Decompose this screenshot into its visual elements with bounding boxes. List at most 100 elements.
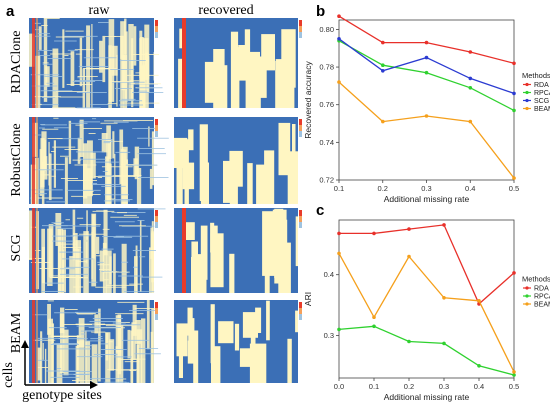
plot-area (338, 19, 515, 181)
heatmap-robustclone-raw (29, 117, 169, 204)
x-tick-label: 0.2 (404, 382, 414, 391)
column-title-recovered: recovered (198, 3, 253, 18)
heatmap-rdaclone-recovered (174, 18, 302, 109)
series-line-rpca (338, 325, 515, 376)
data-point-scg (381, 69, 385, 73)
sites-arrow-icon (90, 381, 98, 389)
data-point-rda (512, 271, 516, 275)
cells-axis-label: cells (1, 362, 16, 388)
data-point-rda (372, 231, 376, 236)
data-point-beam (512, 370, 516, 374)
panel-label-a: a (6, 3, 15, 20)
row-label-robustclone: RobustClone (9, 123, 24, 196)
y-tick-label: 0.4 (324, 270, 334, 279)
legend-label-rda: RDA (534, 82, 549, 89)
legend-marker (525, 294, 529, 298)
data-point-rpca (381, 63, 385, 67)
row-label-beam: BEAM (9, 312, 24, 353)
legend-marker (525, 106, 529, 111)
cells-arrow-icon (21, 340, 29, 348)
data-point-rda (424, 40, 429, 45)
data-point-scg (337, 37, 341, 41)
x-tick-label: 0.4 (474, 382, 484, 391)
data-point-rda (468, 50, 473, 54)
y-tick-label: 0.74 (319, 138, 334, 147)
y-tick-label: 0.72 (319, 176, 334, 185)
legend-marker (525, 82, 529, 87)
y-axis-label: ARI (303, 292, 313, 306)
x-tick-label: 0.0 (334, 382, 344, 391)
data-point-beam (442, 296, 446, 300)
panel-label-b: b (316, 3, 325, 20)
legend-label-scg: SCG (534, 98, 549, 105)
panel-label-c: c (316, 202, 324, 219)
heatmap-grid (29, 18, 302, 383)
y-tick-label: 0.76 (319, 100, 334, 109)
legend-title: Methods (522, 71, 550, 80)
row-label-rdaclone: RDAClone (9, 31, 24, 94)
y-tick-label: 0.80 (319, 25, 334, 34)
data-point-scg (424, 55, 429, 60)
x-axis-label: Additional missing rate (384, 194, 470, 204)
x-tick-label: 0.2 (378, 184, 388, 193)
data-point-beam (424, 114, 429, 118)
data-point-rpca (424, 70, 429, 75)
legend-label-rpca: RPCA (534, 90, 550, 97)
heatmap-scg-recovered (174, 208, 302, 293)
heatmap-scg-raw (29, 208, 166, 293)
data-point-beam (477, 299, 481, 303)
heatmap-axes (21, 340, 98, 389)
y-tick-label: 0.3 (324, 331, 334, 340)
data-point-scg (468, 76, 473, 81)
data-point-beam (512, 176, 516, 180)
data-point-scg (512, 91, 516, 96)
data-point-beam (468, 119, 473, 124)
data-point-rpca (372, 324, 376, 329)
x-tick-label: 0.1 (334, 184, 344, 193)
series-line-beam (338, 253, 515, 373)
x-tick-label: 0.4 (465, 184, 475, 193)
legend-title: Methods (522, 275, 550, 284)
data-point-rda (381, 40, 385, 45)
genotype-sites-label: genotype sites (22, 388, 102, 402)
chart-recovered-accuracy: 0.1 0.2 0.3 0.4 0.5 0.72 0.74 0.76 0.78 0.80 Addit… (303, 14, 550, 204)
column-title-raw: raw (89, 3, 111, 18)
heatmap-rdaclone-raw (29, 18, 164, 109)
series-line-rda (339, 224, 515, 305)
chart-ari: 0.0 0.1 0.2 0.3 0.4 0.5 0.3 0.4 Additional missi… (303, 219, 550, 402)
legend-label-beam: BEAM (534, 302, 550, 309)
legend-marker (525, 90, 529, 95)
data-point-rpca (477, 364, 481, 368)
x-tick-label: 0.5 (509, 184, 519, 193)
data-point-rpca (407, 339, 411, 344)
plot-area (338, 219, 515, 379)
legend-label-rda: RDA (534, 286, 549, 293)
data-point-beam (372, 315, 376, 320)
legend-marker (525, 98, 529, 103)
heatmap-beam-raw (29, 300, 161, 383)
data-point-rda (512, 61, 516, 66)
data-point-beam (337, 80, 341, 84)
legend-marker (525, 302, 529, 306)
y-axis-label: Recovered accuracy (303, 61, 313, 139)
row-label-scg: SCG (9, 234, 24, 261)
heatmap-beam-recovered (174, 300, 302, 383)
x-axis-label: Additional missing rate (384, 392, 470, 402)
data-point-rpca (468, 86, 473, 90)
x-tick-label: 0.5 (509, 382, 519, 391)
data-point-rda (337, 14, 341, 18)
data-point-rpca (512, 373, 516, 377)
data-point-beam (407, 254, 411, 259)
data-point-rpca (512, 108, 516, 113)
legend-label-beam: BEAM (534, 106, 550, 113)
legend-label-rpca: RPCA (534, 294, 550, 301)
data-point-rpca (442, 341, 446, 346)
legend-marker (525, 286, 529, 290)
data-point-rda (337, 231, 341, 236)
heatmap-robustclone-recovered (174, 117, 302, 204)
y-tick-label: 0.78 (319, 63, 334, 72)
data-point-rda (442, 223, 446, 227)
data-point-rpca (337, 327, 341, 332)
data-point-beam (337, 251, 341, 256)
